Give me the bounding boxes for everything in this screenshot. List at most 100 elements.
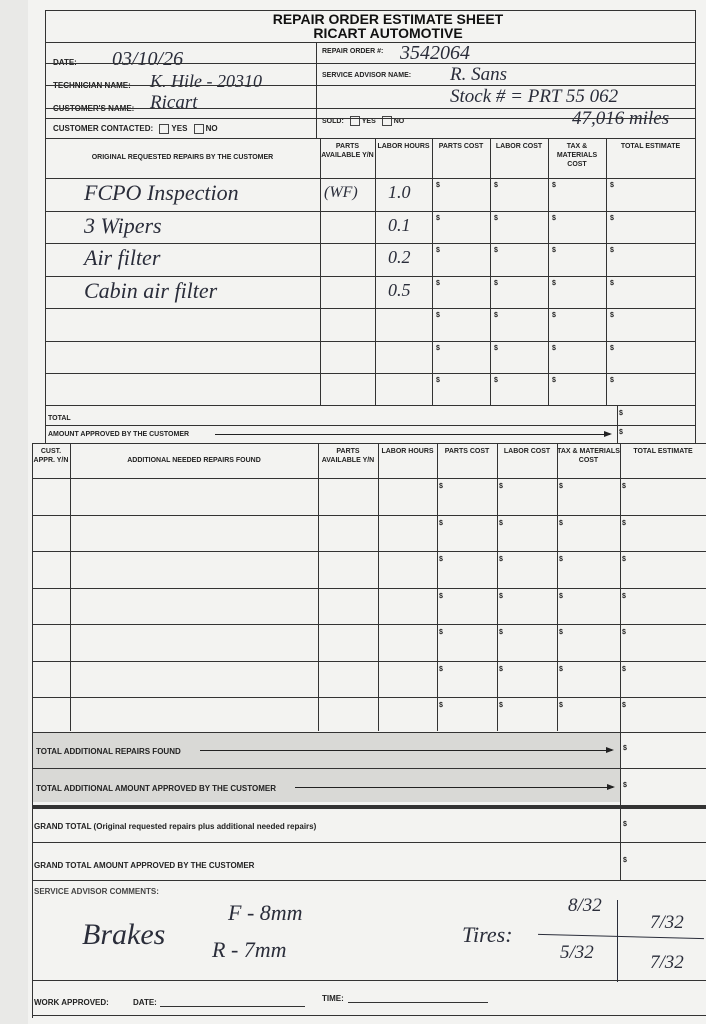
dollar-sign: $ [439,483,443,490]
dollar-sign: $ [552,344,556,352]
dollar-sign: $ [494,312,498,319]
additional-repair-cell[interactable] [72,553,316,585]
dollar-sign: $ [610,312,614,319]
rule-line [32,587,706,589]
dollar-sign: $ [552,279,556,287]
dollar-sign: $ [439,519,443,527]
additional-repair-cell[interactable] [72,517,316,549]
rule-line [32,732,706,733]
dollar-sign: $ [439,592,443,600]
contacted-yes-checkbox[interactable] [159,124,170,134]
repair-order-form: REPAIR ORDER ESTIMATE SHEET RICART AUTOM… [28,0,706,1024]
dollar-sign: $ [494,344,498,352]
brake-rear[interactable]: R - 7mm [212,937,287,962]
brakes-note[interactable]: Brakes [82,918,166,951]
brake-front[interactable]: F - 8mm [228,900,303,925]
rule-line [45,405,695,406]
additional-repair-cell[interactable] [72,590,316,622]
labor-hours[interactable]: 0.1 [388,214,411,235]
repair-order-value[interactable]: 3542064 [400,42,470,64]
column-line [490,138,491,405]
tire-right-front[interactable]: 7/32 [650,912,684,933]
dollar-sign: $ [622,665,626,673]
column-line [557,443,558,731]
tire-left-front[interactable]: 8/32 [568,895,602,916]
tire-left-rear[interactable]: 5/32 [560,942,594,963]
rule-line [32,768,706,769]
tire-right-rear[interactable]: 7/32 [650,952,684,973]
repair-description[interactable]: 3 Wipers [84,212,162,238]
column-line [606,138,607,405]
dollar-sign: $ [552,377,556,384]
dollar-sign: $ [623,857,627,864]
dollar-sign: $ [623,821,627,828]
dollar-sign: $ [610,279,614,287]
labor-hours[interactable]: 1.0 [388,182,411,202]
dollar-sign: $ [494,214,498,222]
dollar-sign: $ [494,279,498,287]
rule-line [45,210,695,212]
tire-divider [617,900,618,982]
stock-number[interactable]: Stock # = PRT 55 062 [450,86,619,107]
additional-repair-cell[interactable] [72,480,316,512]
repair-description[interactable]: Air filter [84,245,161,270]
tires-note[interactable]: Tires: [462,922,513,947]
amount-approved-label: AMOUNT APPROVED BY THE CUSTOMER [48,431,190,438]
total-additional-found-label: TOTAL ADDITIONAL REPAIRS FOUND [36,747,181,756]
contacted-no-checkbox[interactable] [193,124,204,134]
column-line [695,10,696,443]
no-label: NO [205,124,218,134]
additional-repair-cell[interactable] [72,626,316,658]
rule-line [45,178,695,179]
rule-line [45,373,695,374]
sold-no-checkbox[interactable] [381,116,392,126]
shaded-band [32,732,620,802]
advisor-label: SERVICE ADVISOR NAME: [322,72,412,79]
technician-value[interactable]: K. Hile - 20310 [150,71,262,91]
column-line [378,443,379,731]
mileage[interactable]: 47,016 miles [572,108,670,129]
advisor-value[interactable]: R. Sans [450,64,507,85]
sold-yes-checkbox[interactable] [349,116,360,126]
dollar-sign: $ [610,344,614,352]
labor-hours[interactable]: 0.5 [388,279,411,300]
dollar-sign: $ [559,592,563,600]
repair-description[interactable]: Cabin air filter [84,277,218,303]
total-additional-approved-label: TOTAL ADDITIONAL AMOUNT APPROVED BY THE … [36,784,277,793]
rule-line [32,624,706,625]
column-header: LABOR COST [495,143,543,150]
rule-line [45,42,695,43]
labor-hours[interactable]: 0.2 [388,247,411,267]
dollar-sign: $ [494,182,498,189]
rule-line [45,425,695,426]
column-line [375,138,376,405]
date-signature-line[interactable] [160,1006,305,1007]
rule-line [45,138,695,139]
dollar-sign: $ [559,483,563,490]
dollar-sign: $ [499,702,503,709]
column-line [45,10,46,443]
dollar-sign: $ [610,247,614,254]
rule-line [32,842,706,843]
column-header: PARTS AVAILABLE Y/N [321,448,375,464]
date-value[interactable]: 03/10/26 [112,48,184,70]
rule-line [32,805,706,809]
dollar-sign: $ [552,312,556,319]
rule-line [32,514,706,516]
column-line [432,138,433,405]
customer-value[interactable]: Ricart [150,92,198,113]
additional-repair-cell[interactable] [72,663,316,695]
rule-line [45,308,695,309]
dollar-sign: $ [499,592,503,600]
parts-available[interactable]: (WF) [324,184,358,201]
customer-contacted: CUSTOMER CONTACTED: YES NO [53,124,218,134]
dollar-sign: $ [552,182,556,189]
footer-time-label: TIME: [322,994,344,1003]
no-label: NO [393,117,405,125]
repair-description[interactable]: FCPO Inspection [84,180,239,205]
column-line [318,443,319,731]
column-header: TOTAL ESTIMATE [633,448,693,455]
time-signature-line[interactable] [348,1002,488,1003]
dollar-sign: $ [499,483,503,490]
additional-repair-cell[interactable] [72,699,316,731]
